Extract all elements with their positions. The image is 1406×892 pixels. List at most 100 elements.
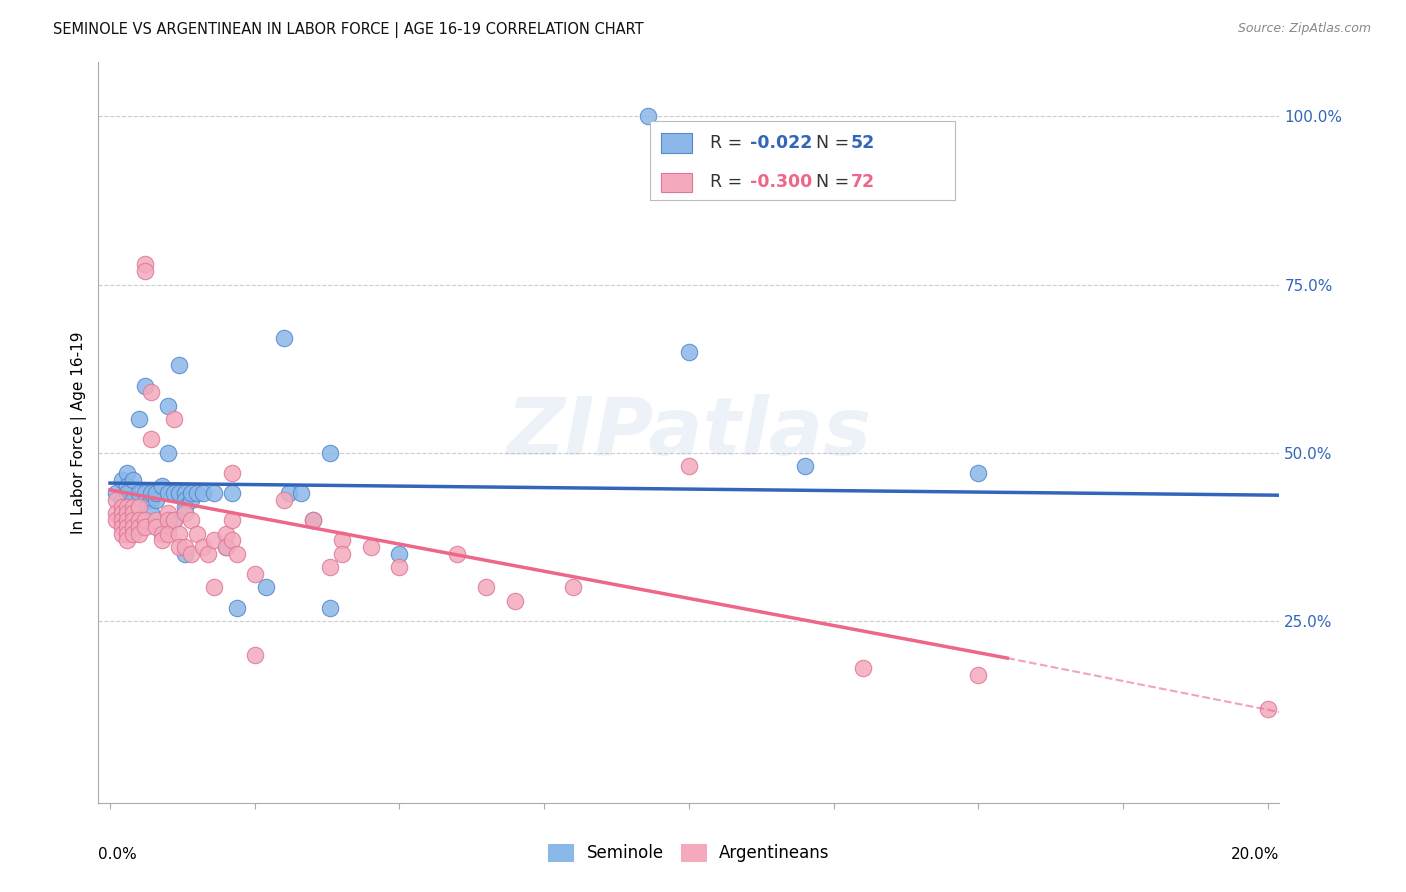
- Text: ZIPatlas: ZIPatlas: [506, 393, 872, 472]
- Point: [156, 399, 179, 413]
- Point: [169, 359, 191, 373]
- Point: [967, 466, 990, 480]
- Point: [215, 540, 238, 554]
- Text: N =: N =: [815, 173, 855, 192]
- Point: [388, 547, 411, 561]
- Text: 20.0%: 20.0%: [1232, 847, 1279, 863]
- Text: Source: ZipAtlas.com: Source: ZipAtlas.com: [1237, 22, 1371, 36]
- Point: [163, 412, 186, 426]
- Point: [122, 473, 145, 487]
- Point: [117, 486, 139, 500]
- Point: [243, 566, 266, 581]
- Point: [388, 560, 411, 574]
- Point: [122, 513, 145, 527]
- Point: [290, 486, 312, 500]
- Point: [191, 540, 214, 554]
- Point: [150, 533, 173, 548]
- Point: [330, 533, 353, 548]
- Point: [180, 547, 202, 561]
- Point: [110, 507, 132, 521]
- Point: [446, 547, 468, 561]
- Point: [156, 526, 179, 541]
- Point: [134, 264, 156, 278]
- Point: [128, 500, 150, 514]
- Point: [169, 540, 191, 554]
- Point: [793, 459, 815, 474]
- Legend: Seminole, Argentineans: Seminole, Argentineans: [541, 837, 837, 869]
- Point: [852, 661, 875, 675]
- Point: [156, 507, 179, 521]
- Text: SEMINOLE VS ARGENTINEAN IN LABOR FORCE | AGE 16-19 CORRELATION CHART: SEMINOLE VS ARGENTINEAN IN LABOR FORCE |…: [53, 22, 644, 38]
- Point: [180, 513, 202, 527]
- Point: [1257, 701, 1279, 715]
- Point: [145, 513, 167, 527]
- Point: [202, 581, 225, 595]
- Point: [174, 500, 197, 514]
- Point: [637, 109, 659, 123]
- Point: [156, 513, 179, 527]
- Point: [104, 507, 127, 521]
- Point: [139, 507, 162, 521]
- Point: [117, 479, 139, 493]
- Point: [139, 385, 162, 400]
- Point: [122, 492, 145, 507]
- Point: [110, 473, 132, 487]
- Point: [197, 547, 219, 561]
- Point: [117, 513, 139, 527]
- Point: [128, 486, 150, 500]
- Point: [122, 526, 145, 541]
- Point: [117, 526, 139, 541]
- Point: [128, 526, 150, 541]
- Point: [243, 648, 266, 662]
- Point: [110, 513, 132, 527]
- Point: [278, 486, 301, 500]
- Point: [273, 492, 295, 507]
- Point: [122, 500, 145, 514]
- Point: [221, 466, 243, 480]
- Point: [110, 500, 132, 514]
- Point: [134, 257, 156, 271]
- Point: [163, 513, 186, 527]
- Point: [503, 594, 526, 608]
- Point: [117, 533, 139, 548]
- Text: R =: R =: [710, 134, 748, 152]
- Point: [139, 492, 162, 507]
- Point: [117, 520, 139, 534]
- Point: [319, 446, 342, 460]
- Point: [128, 500, 150, 514]
- Point: [301, 513, 323, 527]
- Point: [134, 486, 156, 500]
- Point: [180, 486, 202, 500]
- Point: [226, 547, 249, 561]
- Text: 0.0%: 0.0%: [98, 847, 138, 863]
- Point: [174, 547, 197, 561]
- Point: [134, 513, 156, 527]
- Point: [330, 547, 353, 561]
- Point: [134, 520, 156, 534]
- Point: [128, 520, 150, 534]
- Point: [215, 540, 238, 554]
- Point: [104, 492, 127, 507]
- Point: [319, 600, 342, 615]
- Point: [678, 344, 700, 359]
- Point: [156, 520, 179, 534]
- Point: [221, 533, 243, 548]
- Text: N =: N =: [815, 134, 855, 152]
- Text: 72: 72: [851, 173, 875, 192]
- Point: [156, 486, 179, 500]
- Point: [254, 581, 277, 595]
- Text: 52: 52: [851, 134, 875, 152]
- Point: [169, 526, 191, 541]
- Point: [202, 486, 225, 500]
- Point: [156, 446, 179, 460]
- Point: [191, 486, 214, 500]
- Point: [150, 526, 173, 541]
- Text: R =: R =: [710, 173, 748, 192]
- Point: [967, 668, 990, 682]
- Point: [174, 486, 197, 500]
- Text: -0.022: -0.022: [749, 134, 811, 152]
- Point: [122, 507, 145, 521]
- Point: [226, 600, 249, 615]
- Point: [104, 513, 127, 527]
- Point: [678, 459, 700, 474]
